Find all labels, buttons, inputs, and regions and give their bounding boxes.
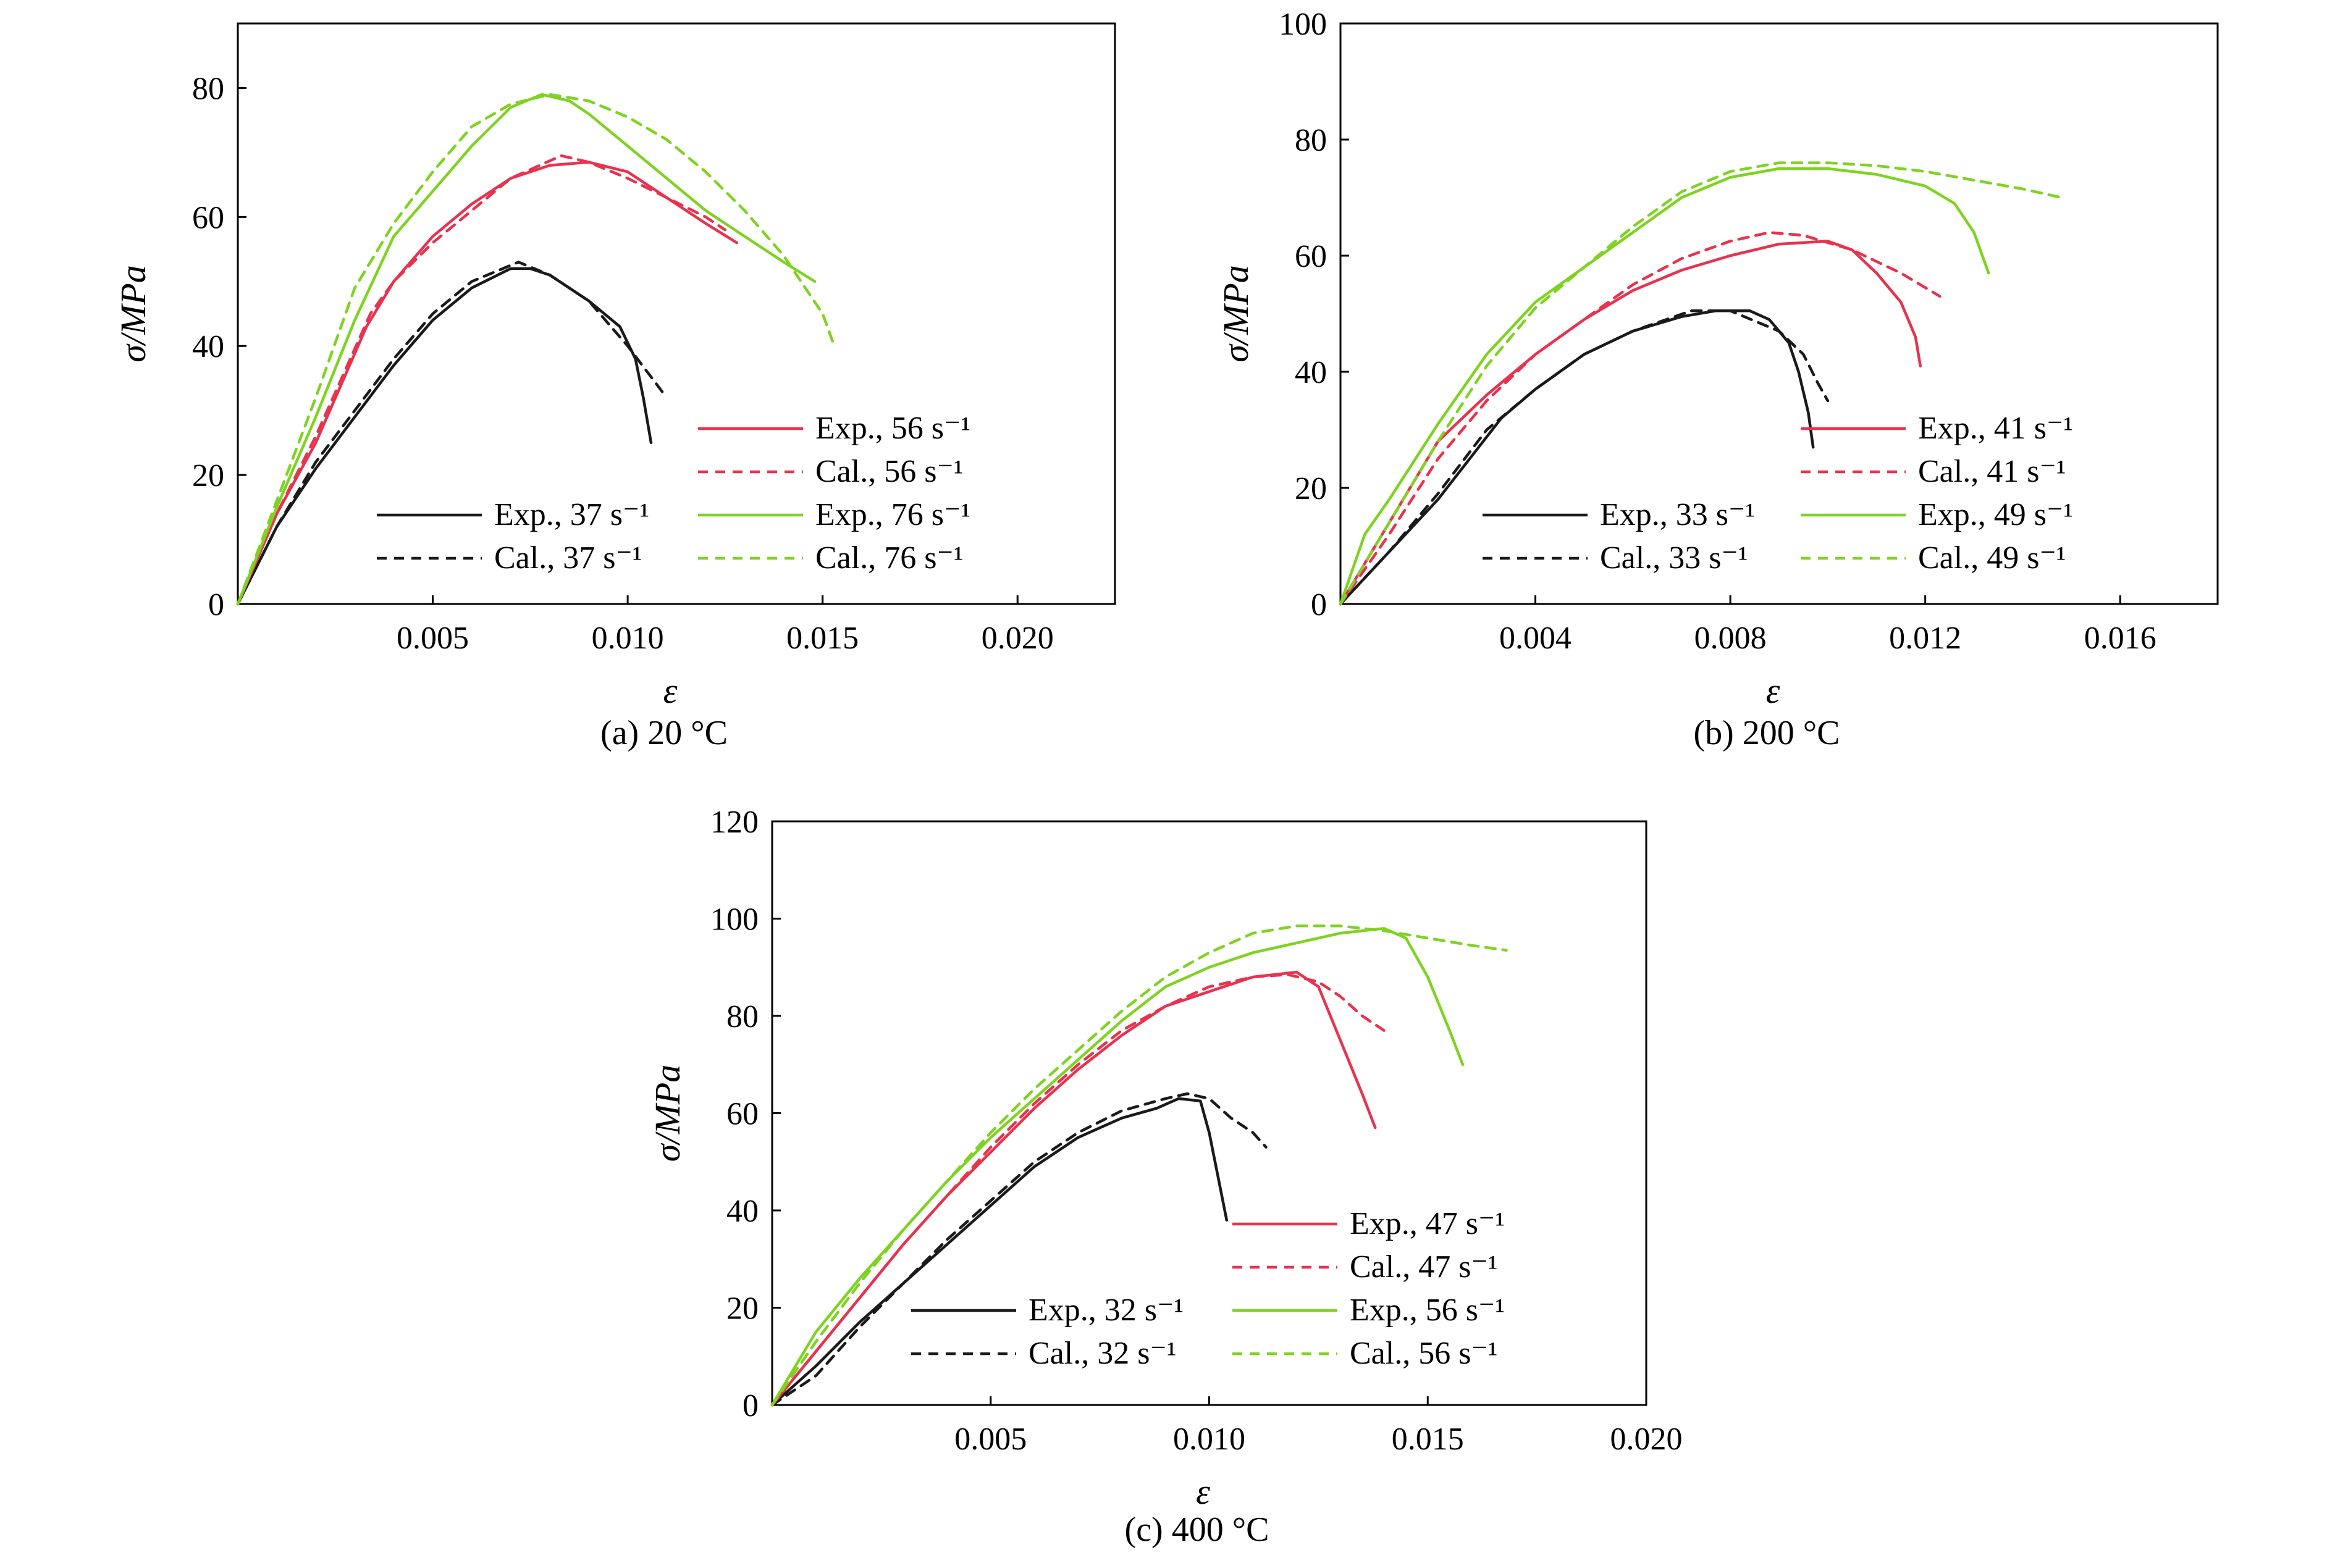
y-tick-label: 60 [192, 200, 224, 235]
y-tick-label: 60 [726, 1097, 759, 1132]
y-tick-label: 40 [726, 1194, 759, 1229]
legend-label: Exp., 37 s⁻¹ [494, 497, 649, 532]
series-line-green-exp [236, 93, 817, 606]
series-line-green-exp [1339, 167, 1990, 606]
x-axis-label: ε [663, 671, 678, 711]
series-line-green-cal [236, 93, 836, 606]
legend-label: Exp., 56 s⁻¹ [1350, 1293, 1505, 1328]
legend-label: Cal., 49 s⁻¹ [1918, 540, 2066, 576]
series-line-red-exp [1339, 240, 1922, 606]
series-line-green-cal [1339, 161, 2063, 606]
y-tick-label: 0 [1311, 587, 1327, 623]
plot-frame [771, 820, 1647, 1406]
legend-label: Exp., 76 s⁻¹ [815, 497, 970, 532]
plot-frame [1339, 22, 2219, 605]
legend-label: Cal., 41 s⁻¹ [1918, 454, 2066, 489]
legend-label: Exp., 32 s⁻¹ [1029, 1293, 1184, 1328]
x-tick-label: 0.005 [397, 621, 469, 656]
x-tick-label: 0.005 [954, 1422, 1027, 1457]
y-tick-label: 40 [1295, 355, 1327, 390]
y-tick-label: 80 [726, 999, 759, 1034]
x-tick-label: 0.012 [1889, 621, 1961, 656]
series-line-red-cal [1339, 231, 1942, 606]
legend-label: Exp., 49 s⁻¹ [1918, 497, 2073, 532]
x-axis-label: ε [1196, 1472, 1210, 1512]
panel-caption: (b) 200 °C [1693, 714, 1840, 752]
x-tick-label: 0.020 [1610, 1422, 1683, 1457]
y-tick-label: 20 [726, 1291, 759, 1327]
y-tick-label: 20 [192, 458, 224, 493]
series-line-red-cal [770, 973, 1386, 1407]
y-tick-label: 0 [743, 1388, 759, 1423]
plot-frame [237, 22, 1116, 605]
y-tick-label: 80 [1295, 123, 1327, 158]
series-line-green-cal [770, 924, 1508, 1407]
y-tick-label: 20 [1295, 471, 1327, 506]
legend-label: Exp., 47 s⁻¹ [1350, 1206, 1505, 1241]
x-tick-label: 0.010 [592, 621, 664, 656]
panel-c-400c: 0 20 40 60 80 100 120 0.005 0.010 0.015 0.020 ε σ/MP… [647, 805, 1683, 1549]
x-tick-label: 0.016 [2084, 621, 2156, 656]
legend-label: Cal., 33 s⁻¹ [1600, 540, 1748, 576]
y-axis-label: σ/MPa [647, 1065, 688, 1162]
series-line-black-cal [1339, 309, 1830, 606]
series-line-red-exp [770, 970, 1377, 1407]
series-line-black-exp [1339, 309, 1815, 606]
y-tick-label: 120 [710, 805, 759, 840]
x-axis-label: ε [1766, 671, 1780, 711]
legend-label: Cal., 37 s⁻¹ [494, 540, 642, 576]
series-line-green-exp [770, 927, 1465, 1407]
series-line-black-exp [770, 1097, 1229, 1407]
x-tick-label: 0.010 [1173, 1422, 1245, 1457]
legend-label: Cal., 56 s⁻¹ [815, 454, 963, 489]
series-line-black-cal [770, 1092, 1268, 1407]
legend-label: Exp., 56 s⁻¹ [815, 411, 970, 446]
y-tick-label: 80 [192, 71, 224, 106]
x-tick-label: 0.015 [1392, 1422, 1464, 1457]
series-line-red-exp [236, 161, 739, 606]
series-line-black-cal [236, 261, 668, 606]
legend-label: Exp., 41 s⁻¹ [1918, 411, 2073, 446]
y-tick-label: 0 [208, 587, 224, 623]
x-tick-label: 0.004 [1499, 621, 1571, 656]
x-tick-label: 0.020 [982, 621, 1054, 656]
legend-label: Cal., 47 s⁻¹ [1350, 1249, 1497, 1285]
y-axis-label: σ/MPa [1216, 265, 1256, 362]
y-tick-label: 60 [1295, 239, 1327, 274]
x-tick-label: 0.008 [1694, 621, 1767, 656]
y-tick-label: 100 [1279, 7, 1327, 42]
y-axis-label: σ/MPa [113, 265, 153, 362]
panel-caption: (a) 20 °C [600, 714, 728, 752]
series-line-red-cal [236, 154, 727, 606]
panel-a-20c: 0 20 40 60 80 0.005 0.010 0.015 0.020 ε σ/MPa (a) 2… [113, 22, 1116, 752]
panel-caption: (c) 400 °C [1125, 1511, 1269, 1549]
legend-label: Cal., 76 s⁻¹ [815, 540, 963, 576]
legend-label: Cal., 32 s⁻¹ [1029, 1336, 1176, 1371]
x-tick-label: 0.015 [786, 621, 859, 656]
y-tick-label: 40 [192, 329, 224, 364]
panel-b-200c: 0 20 40 60 80 100 0.004 0.008 0.012 0.016 ε σ/MPa (b… [1216, 7, 2219, 752]
legend-label: Exp., 33 s⁻¹ [1600, 497, 1755, 532]
legend-label: Cal., 56 s⁻¹ [1350, 1336, 1497, 1371]
y-tick-label: 100 [710, 902, 759, 937]
